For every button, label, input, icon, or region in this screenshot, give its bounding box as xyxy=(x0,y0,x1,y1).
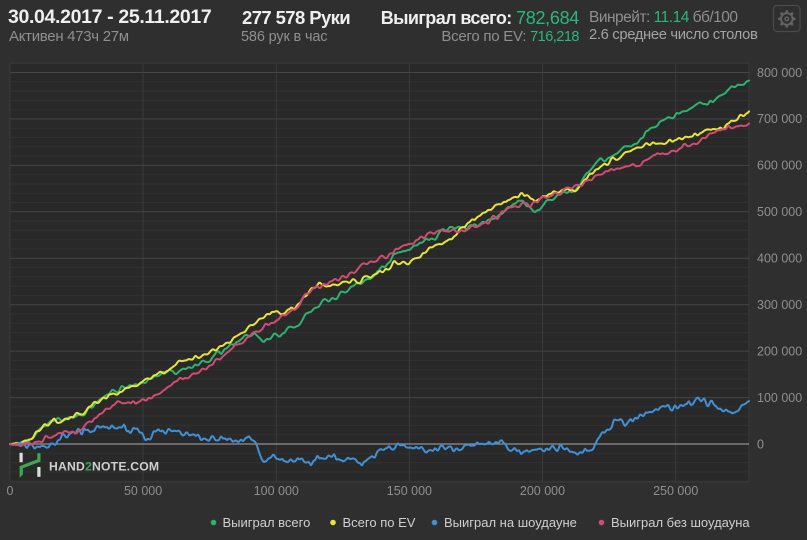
svg-text:Выиграл без шоудауна: Выиграл без шоудауна xyxy=(611,515,750,530)
svg-text:250 000: 250 000 xyxy=(653,484,698,498)
svg-text:100 000: 100 000 xyxy=(757,391,802,405)
svg-text:500 000: 500 000 xyxy=(757,205,802,219)
svg-text:100 000: 100 000 xyxy=(254,484,299,498)
svg-text:HAND2NOTE.COM: HAND2NOTE.COM xyxy=(49,460,159,474)
svg-text:700 000: 700 000 xyxy=(757,112,802,126)
svg-text:0: 0 xyxy=(757,437,764,451)
svg-text:150 000: 150 000 xyxy=(387,484,432,498)
svg-text:200 000: 200 000 xyxy=(757,344,802,358)
svg-text:Всего по EV: Всего по EV xyxy=(343,515,416,530)
svg-text:800 000: 800 000 xyxy=(757,66,802,80)
svg-text:200 000: 200 000 xyxy=(520,484,565,498)
svg-text:600 000: 600 000 xyxy=(757,159,802,173)
svg-text:Выиграл всего: Выиграл всего xyxy=(223,515,311,530)
svg-text:0: 0 xyxy=(7,484,14,498)
svg-text:300 000: 300 000 xyxy=(757,298,802,312)
svg-text:Выиграл на шоудауне: Выиграл на шоудауне xyxy=(444,515,577,530)
svg-text:400 000: 400 000 xyxy=(757,252,802,266)
svg-text:50 000: 50 000 xyxy=(124,484,162,498)
